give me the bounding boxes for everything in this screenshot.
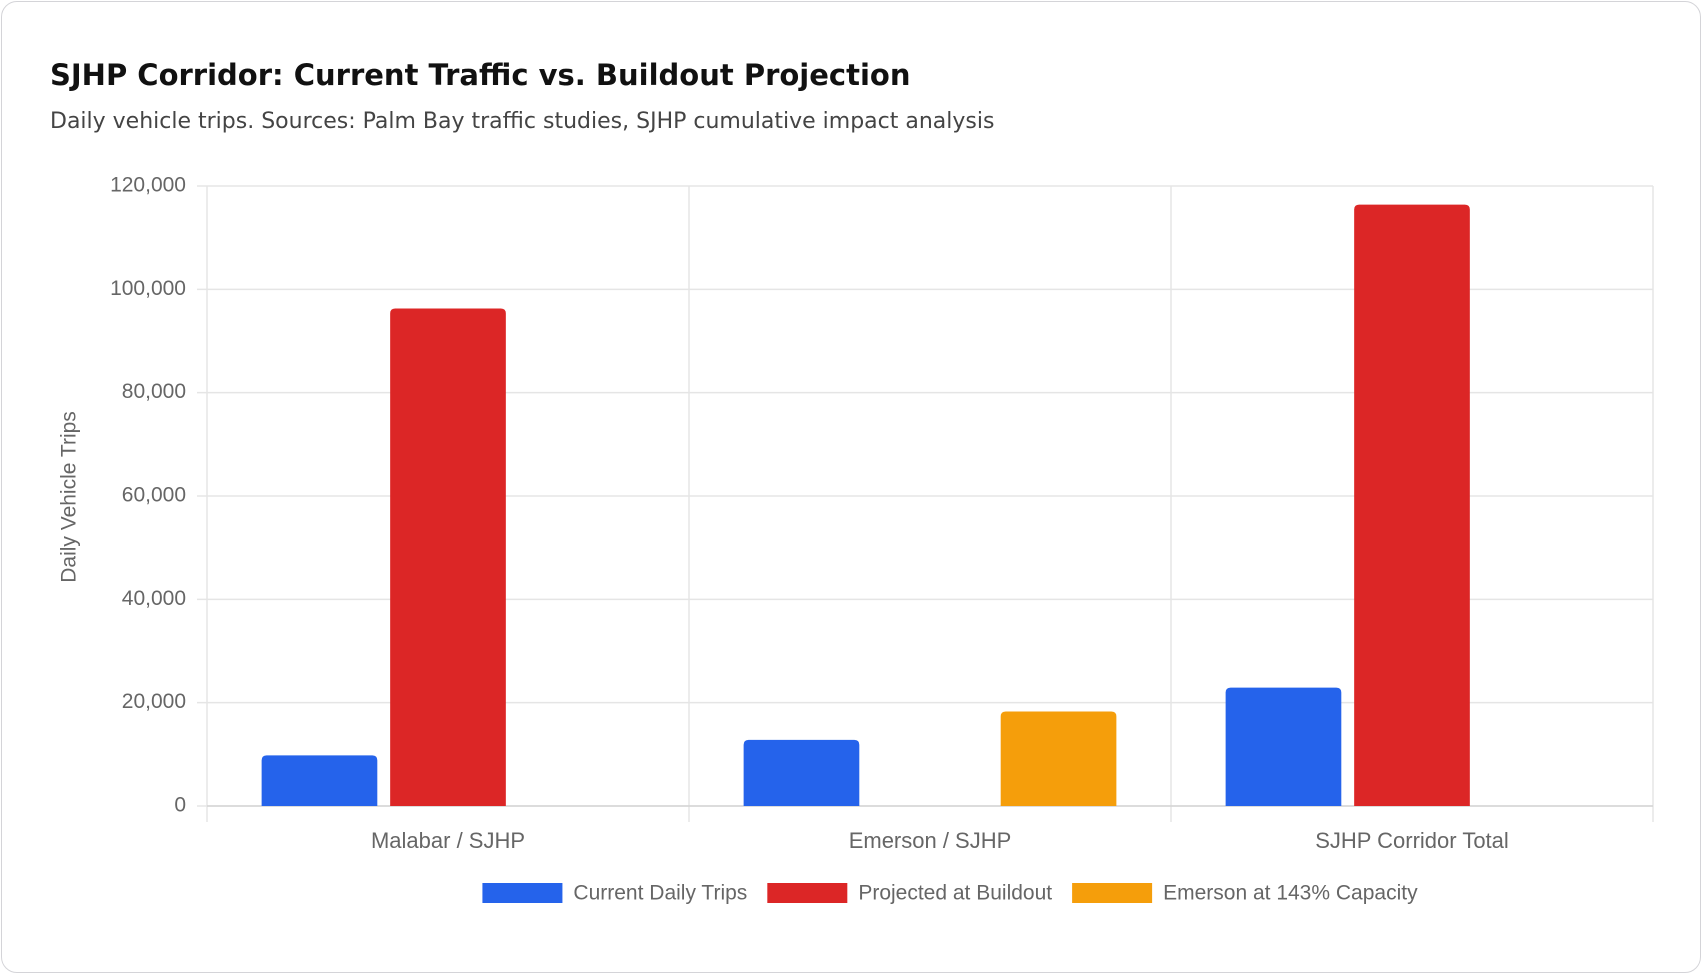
legend-swatch (1072, 883, 1153, 903)
y-axis-title: Daily Vehicle Trips (58, 411, 81, 583)
bar (1354, 204, 1470, 807)
chart-title: SJHP Corridor: Current Traffic vs. Build… (50, 58, 910, 92)
legend-label: Projected at Buildout (858, 882, 1052, 905)
x-tick-label: Emerson / SJHP (849, 828, 1012, 853)
bar (261, 755, 378, 806)
y-tick-label: 40,000 (122, 587, 186, 610)
y-tick-label: 20,000 (122, 690, 186, 713)
y-tick-label: 80,000 (122, 380, 186, 403)
x-tick-label: SJHP Corridor Total (1315, 828, 1509, 853)
x-tick-label: Malabar / SJHP (371, 828, 525, 853)
chart-subtitle: Daily vehicle trips. Sources: Palm Bay t… (50, 109, 994, 134)
bar (1225, 687, 1342, 806)
y-tick-label: 60,000 (122, 484, 186, 507)
legend-swatch (482, 883, 563, 903)
bar (390, 308, 506, 806)
y-tick-label: 100,000 (110, 277, 186, 300)
legend-label: Current Daily Trips (573, 882, 747, 905)
legend-label: Emerson at 143% Capacity (1163, 882, 1418, 905)
bar (1000, 711, 1117, 806)
y-tick-label: 120,000 (110, 174, 186, 197)
bar (743, 739, 860, 806)
legend-swatch (767, 883, 848, 903)
y-tick-label: 0 (174, 794, 186, 817)
